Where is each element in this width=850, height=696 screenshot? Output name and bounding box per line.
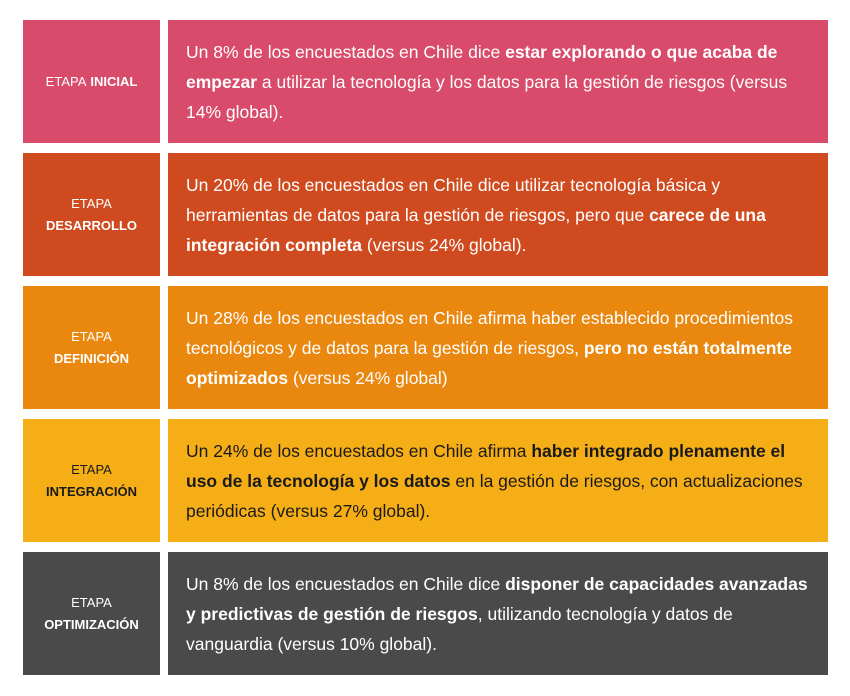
description-text: Un 8% de los encuestados en Chile dice d… xyxy=(186,569,808,659)
stage-name: INICIAL xyxy=(90,73,138,89)
text-segment: disponer de capacidades avanzadas y pred… xyxy=(186,573,808,624)
text-segment: a utilizar la tecnología y los datos par… xyxy=(186,71,788,122)
text-segment: haber integrado plenamente el uso de la … xyxy=(186,440,786,491)
stage-row: ETAPA OPTIMIZACIÓN Un 8% de los encuestado… xyxy=(23,552,828,675)
stage-label: ETAPA INTEGRACIÓN xyxy=(23,419,160,542)
stage-prefix: ETAPA xyxy=(71,594,112,610)
stage-row: ETAPA INTEGRACIÓN Un 24% de los encuestado… xyxy=(23,419,828,542)
stage-description: Un 8% de los encuestados en Chile dice d… xyxy=(168,552,828,675)
stage-prefix: ETAPA xyxy=(71,195,112,211)
description-text: Un 8% de los encuestados en Chile dice e… xyxy=(186,37,808,127)
stage-name: OPTIMIZACIÓN xyxy=(44,616,139,632)
stage-label: ETAPA DEFINICIÓN xyxy=(23,286,160,409)
text-segment: (versus 24% global). xyxy=(362,234,527,255)
stage-description: Un 8% de los encuestados en Chile dice e… xyxy=(168,20,828,143)
stage-label: ETAPA INICIAL xyxy=(23,20,160,143)
stage-description: Un 20% de los encuestados en Chile dice … xyxy=(168,153,828,276)
stage-prefix: ETAPA xyxy=(45,73,87,89)
stage-prefix: ETAPA xyxy=(71,461,112,477)
stage-row: ETAPA DESARROLLO Un 20% de los encuestados… xyxy=(23,153,828,276)
text-segment: , utilizando tecnología y datos de vangu… xyxy=(186,603,733,654)
stage-prefix: ETAPA xyxy=(71,328,112,344)
stage-row: ETAPA INICIAL Un 8% de los encuestados en … xyxy=(23,20,828,143)
text-segment: Un 8% de los encuestados en Chile dice xyxy=(186,41,506,62)
stage-row: ETAPA DEFINICIÓN Un 28% de los encuestados… xyxy=(23,286,828,409)
text-segment: Un 20% de los encuestados en Chile dice … xyxy=(186,174,721,225)
text-segment: carece de una integración completa xyxy=(186,204,766,255)
description-text: Un 28% de los encuestados en Chile afirm… xyxy=(186,303,808,393)
text-segment: Un 24% de los encuestados en Chile afirm… xyxy=(186,440,532,461)
description-text: Un 24% de los encuestados en Chile afirm… xyxy=(186,436,808,526)
stage-name: DEFINICIÓN xyxy=(53,350,130,366)
stage-name: DESARROLLO xyxy=(46,217,137,233)
stage-description: Un 24% de los encuestados en Chile afirm… xyxy=(168,419,828,542)
stage-name: INTEGRACIÓN xyxy=(46,483,137,499)
stage-list: ETAPA INICIAL Un 8% de los encuestados en … xyxy=(23,20,828,675)
stage-description: Un 28% de los encuestados en Chile afirm… xyxy=(168,286,828,409)
stage-label: ETAPA OPTIMIZACIÓN xyxy=(23,552,160,675)
stage-label: ETAPA DESARROLLO xyxy=(23,153,160,276)
text-segment: en la gestión de riesgos, con actualizac… xyxy=(186,470,803,521)
text-segment: (versus 24% global) xyxy=(288,367,448,388)
text-segment: Un 8% de los encuestados en Chile dice xyxy=(186,573,506,594)
text-segment: estar explorando o que acaba de empezar xyxy=(186,41,778,92)
description-text: Un 20% de los encuestados en Chile dice … xyxy=(186,170,808,260)
text-segment: pero no están totalmente optimizados xyxy=(186,337,792,388)
text-segment: Un 28% de los encuestados en Chile afirm… xyxy=(186,307,794,358)
